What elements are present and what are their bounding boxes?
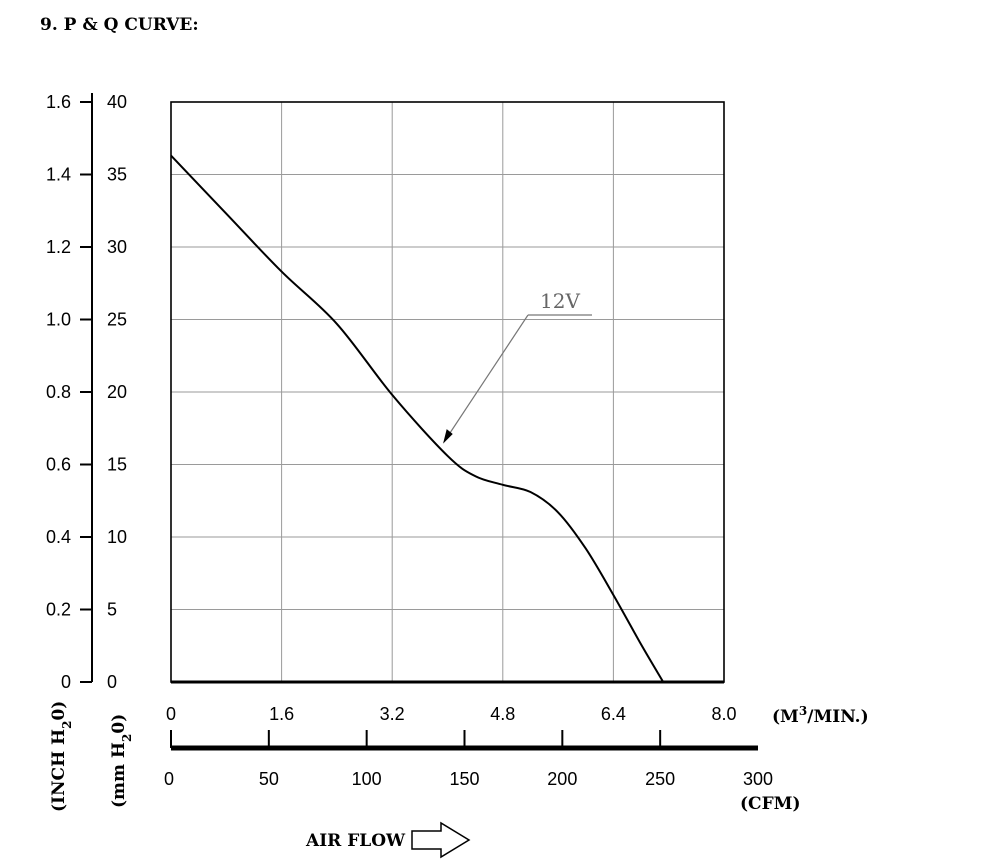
y-primary-tick-label: 20: [107, 382, 127, 402]
x-secondary-tick-label: 250: [645, 769, 675, 789]
y-primary-tick-label: 5: [107, 600, 117, 620]
x-secondary-tick-label: 150: [449, 769, 479, 789]
airflow-arrow-icon: [411, 821, 471, 859]
grid-lines: [171, 102, 724, 682]
x-secondary-tick-label: 50: [259, 769, 279, 789]
x-primary-tick-label: 1.6: [269, 704, 294, 724]
x-secondary-tick-label: 200: [547, 769, 577, 789]
series-12v-label: 12V: [540, 289, 580, 313]
airflow-label: AIR FLOW: [305, 831, 406, 851]
y-primary-unit-label: (mm H20): [109, 714, 134, 808]
y-primary-tick-label: 10: [107, 527, 127, 547]
y-secondary-tick-label: 0.8: [46, 382, 71, 402]
x-secondary-tick-label: 300: [743, 769, 773, 789]
curve-layer: 12V: [170, 154, 665, 683]
y-primary-tick-label: 0: [107, 672, 117, 692]
x-primary-tick-label: 8.0: [711, 704, 736, 724]
y-secondary-unit-label: (INCH H20): [49, 701, 74, 812]
x-primary-unit-label: (M3/MIN.): [772, 704, 869, 727]
series-label-arrowhead: [443, 429, 453, 444]
y-primary-tick-label: 25: [107, 310, 127, 330]
y-secondary-tick-label: 1.6: [46, 92, 71, 112]
x-axis-group: 0 1.6 3.2 4.8 6.4 8.0 0 50 100 150 200 250 300: [164, 704, 773, 789]
x-primary-tick-label: 0: [166, 704, 176, 724]
y-secondary-tick-label: 0: [61, 672, 71, 692]
y-secondary-tick-label: 1.4: [46, 165, 71, 185]
y-secondary-tick-label: 0.2: [46, 600, 71, 620]
y-secondary-tick-label: 1.0: [46, 310, 71, 330]
x-primary-tick-label: 3.2: [380, 704, 405, 724]
y-primary-tick-label: 15: [107, 455, 127, 475]
series-label-leader-line: [443, 314, 529, 443]
series-12v-curve: [170, 154, 665, 683]
y-secondary-tick-label: 0.6: [46, 455, 71, 475]
x-secondary-tick-label: 0: [164, 769, 174, 789]
x-secondary-unit-label: (CFM): [740, 794, 801, 814]
y-secondary-tick-label: 0.4: [46, 527, 71, 547]
y-secondary-tick-label: 1.2: [46, 237, 71, 257]
x-primary-tick-label: 4.8: [490, 704, 515, 724]
y-primary-tick-label: 30: [107, 237, 127, 257]
x-secondary-tick-label: 100: [352, 769, 382, 789]
y-axis-ticks: 0 0 0.2 5 0.4 10 0.6 15 0.8 20 1.0 25 1.2 30 1.4 35 1.6 4…: [46, 92, 127, 692]
y-primary-tick-label: 35: [107, 165, 127, 185]
chart-heading: 9. P & Q CURVE:: [40, 15, 199, 35]
y-primary-tick-label: 40: [107, 92, 127, 112]
x-primary-tick-label: 6.4: [601, 704, 626, 724]
